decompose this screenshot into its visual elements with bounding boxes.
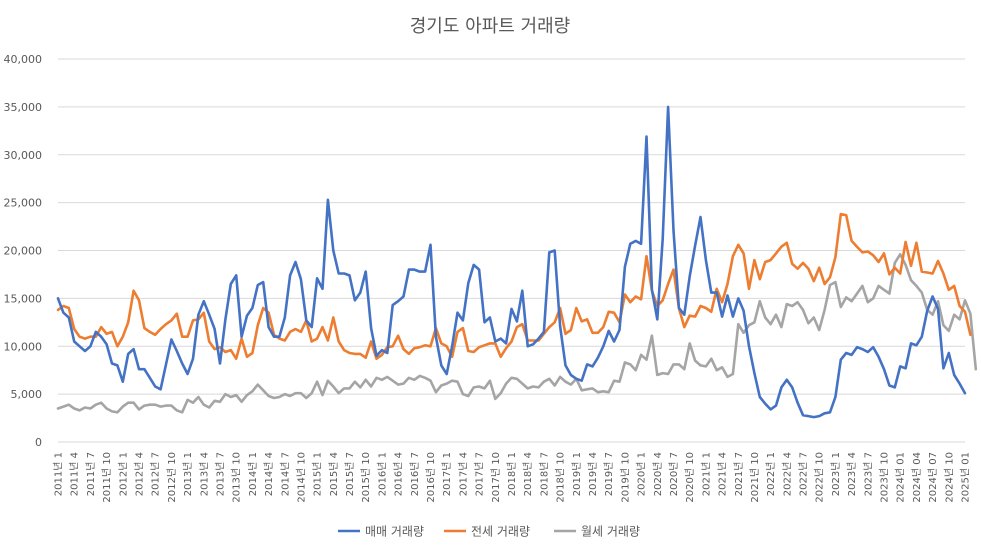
x-tick-label: 2012년 1 [117, 452, 129, 496]
x-tick-label: 2014년 10 [295, 452, 307, 503]
series-lines [56, 105, 978, 419]
x-tick-label: 2017년 10 [490, 452, 502, 503]
chart-title: 경기도 아파트 거래량 [410, 16, 570, 37]
x-tick-label: 2019년 7 [603, 452, 615, 496]
y-tick-label: 30,000 [4, 149, 43, 162]
y-tick-label: 35,000 [4, 101, 43, 114]
x-tick-label: 2012년 4 [133, 452, 145, 496]
x-tick-label: 2020년 10 [684, 452, 696, 503]
x-tick-label: 2014년 4 [263, 452, 275, 496]
x-tick-label: 2015년 7 [344, 452, 356, 496]
x-tick-label: 2011년 4 [69, 452, 81, 496]
x-tick-label: 2020년 4 [652, 452, 664, 496]
x-tick-label: 2018년 4 [522, 452, 534, 496]
x-tick-label: 2017년 7 [474, 452, 486, 496]
x-tick-label: 2017년 1 [441, 452, 453, 496]
x-tick-label: 2020년 7 [668, 452, 680, 496]
x-tick-label: 2018년 1 [506, 452, 518, 496]
x-tick-label: 2020년 1 [636, 452, 648, 496]
legend: 매매 거래량 전세 거래량 월세 거래량 [338, 525, 640, 539]
x-tick-label: 2023년 1 [830, 452, 842, 496]
x-tick-label: 2013년 1 [182, 452, 194, 496]
x-tick-label: 2019년 10 [619, 452, 631, 503]
x-tick-label: 2012년 10 [166, 452, 178, 503]
x-tick-label: 2016년 7 [409, 452, 421, 496]
legend-label: 전세 거래량 [471, 525, 530, 539]
x-tick-label: 2021년 1 [700, 452, 712, 496]
x-axis-tick-labels: 2011년 1 2011년 4 2011년 7 2011년 10 2012년 1 2012… [53, 452, 972, 503]
x-tick-label: 2012년 7 [150, 452, 162, 496]
x-tick-label: 2011년 1 [53, 452, 65, 496]
x-tick-label: 2014년 7 [279, 452, 291, 496]
legend-label: 매매 거래량 [365, 525, 424, 539]
x-tick-label: 2015년 4 [328, 452, 340, 496]
x-tick-label: 2022년 4 [781, 452, 793, 496]
x-tick-label: 2022년 7 [798, 452, 810, 496]
x-tick-label: 2021년 4 [717, 452, 729, 496]
x-tick-label: 2011년 7 [85, 452, 97, 496]
gridlines [58, 58, 965, 395]
x-tick-label: 2024년 04 [911, 452, 923, 503]
x-tick-label: 2015년 1 [312, 452, 324, 496]
x-tick-label: 2018년 10 [555, 452, 567, 503]
series-line [56, 253, 978, 414]
y-tick-label: 10,000 [4, 340, 43, 353]
x-tick-label: 2021년 10 [749, 452, 761, 503]
x-tick-label: 2015년 10 [360, 452, 372, 503]
series-line [56, 212, 972, 360]
y-tick-label: 15,000 [4, 292, 43, 305]
x-tick-label: 2016년 1 [376, 452, 388, 496]
x-tick-label: 2017년 4 [457, 452, 469, 496]
x-tick-label: 2019년 1 [571, 452, 583, 496]
x-tick-label: 2013년 10 [231, 452, 243, 503]
x-tick-label: 2013년 4 [198, 452, 210, 496]
x-tick-label: 2022년 10 [814, 452, 826, 503]
x-tick-label: 2016년 4 [393, 452, 405, 496]
y-tick-label: 5,000 [11, 388, 43, 401]
y-tick-label: 0 [35, 436, 42, 449]
x-tick-label: 2023년 10 [879, 452, 891, 503]
x-tick-label: 2014년 1 [247, 452, 259, 496]
legend-label: 월세 거래량 [581, 525, 640, 539]
x-tick-label: 2019년 4 [587, 452, 599, 496]
x-tick-label: 2025년 01 [960, 452, 972, 503]
y-axis-tick-labels: 0 5,000 10,000 15,000 20,000 25,000 30,000 35,0… [4, 53, 43, 449]
y-tick-label: 20,000 [4, 245, 43, 258]
x-tick-label: 2024년 10 [943, 452, 955, 503]
x-tick-label: 2024년 01 [895, 452, 907, 503]
y-tick-label: 40,000 [4, 53, 43, 66]
x-tick-label: 2023년 7 [862, 452, 874, 496]
x-tick-label: 2018년 7 [538, 452, 550, 496]
x-tick-label: 2021년 7 [733, 452, 745, 496]
series-line [56, 105, 967, 419]
x-tick-label: 2013년 7 [214, 452, 226, 496]
x-tick-label: 2011년 10 [101, 452, 113, 503]
x-tick-label: 2016년 10 [425, 452, 437, 503]
y-tick-label: 25,000 [4, 197, 43, 210]
x-tick-label: 2024년 07 [927, 452, 939, 503]
x-tick-label: 2022년 1 [765, 452, 777, 496]
x-tick-label: 2023년 4 [846, 452, 858, 496]
